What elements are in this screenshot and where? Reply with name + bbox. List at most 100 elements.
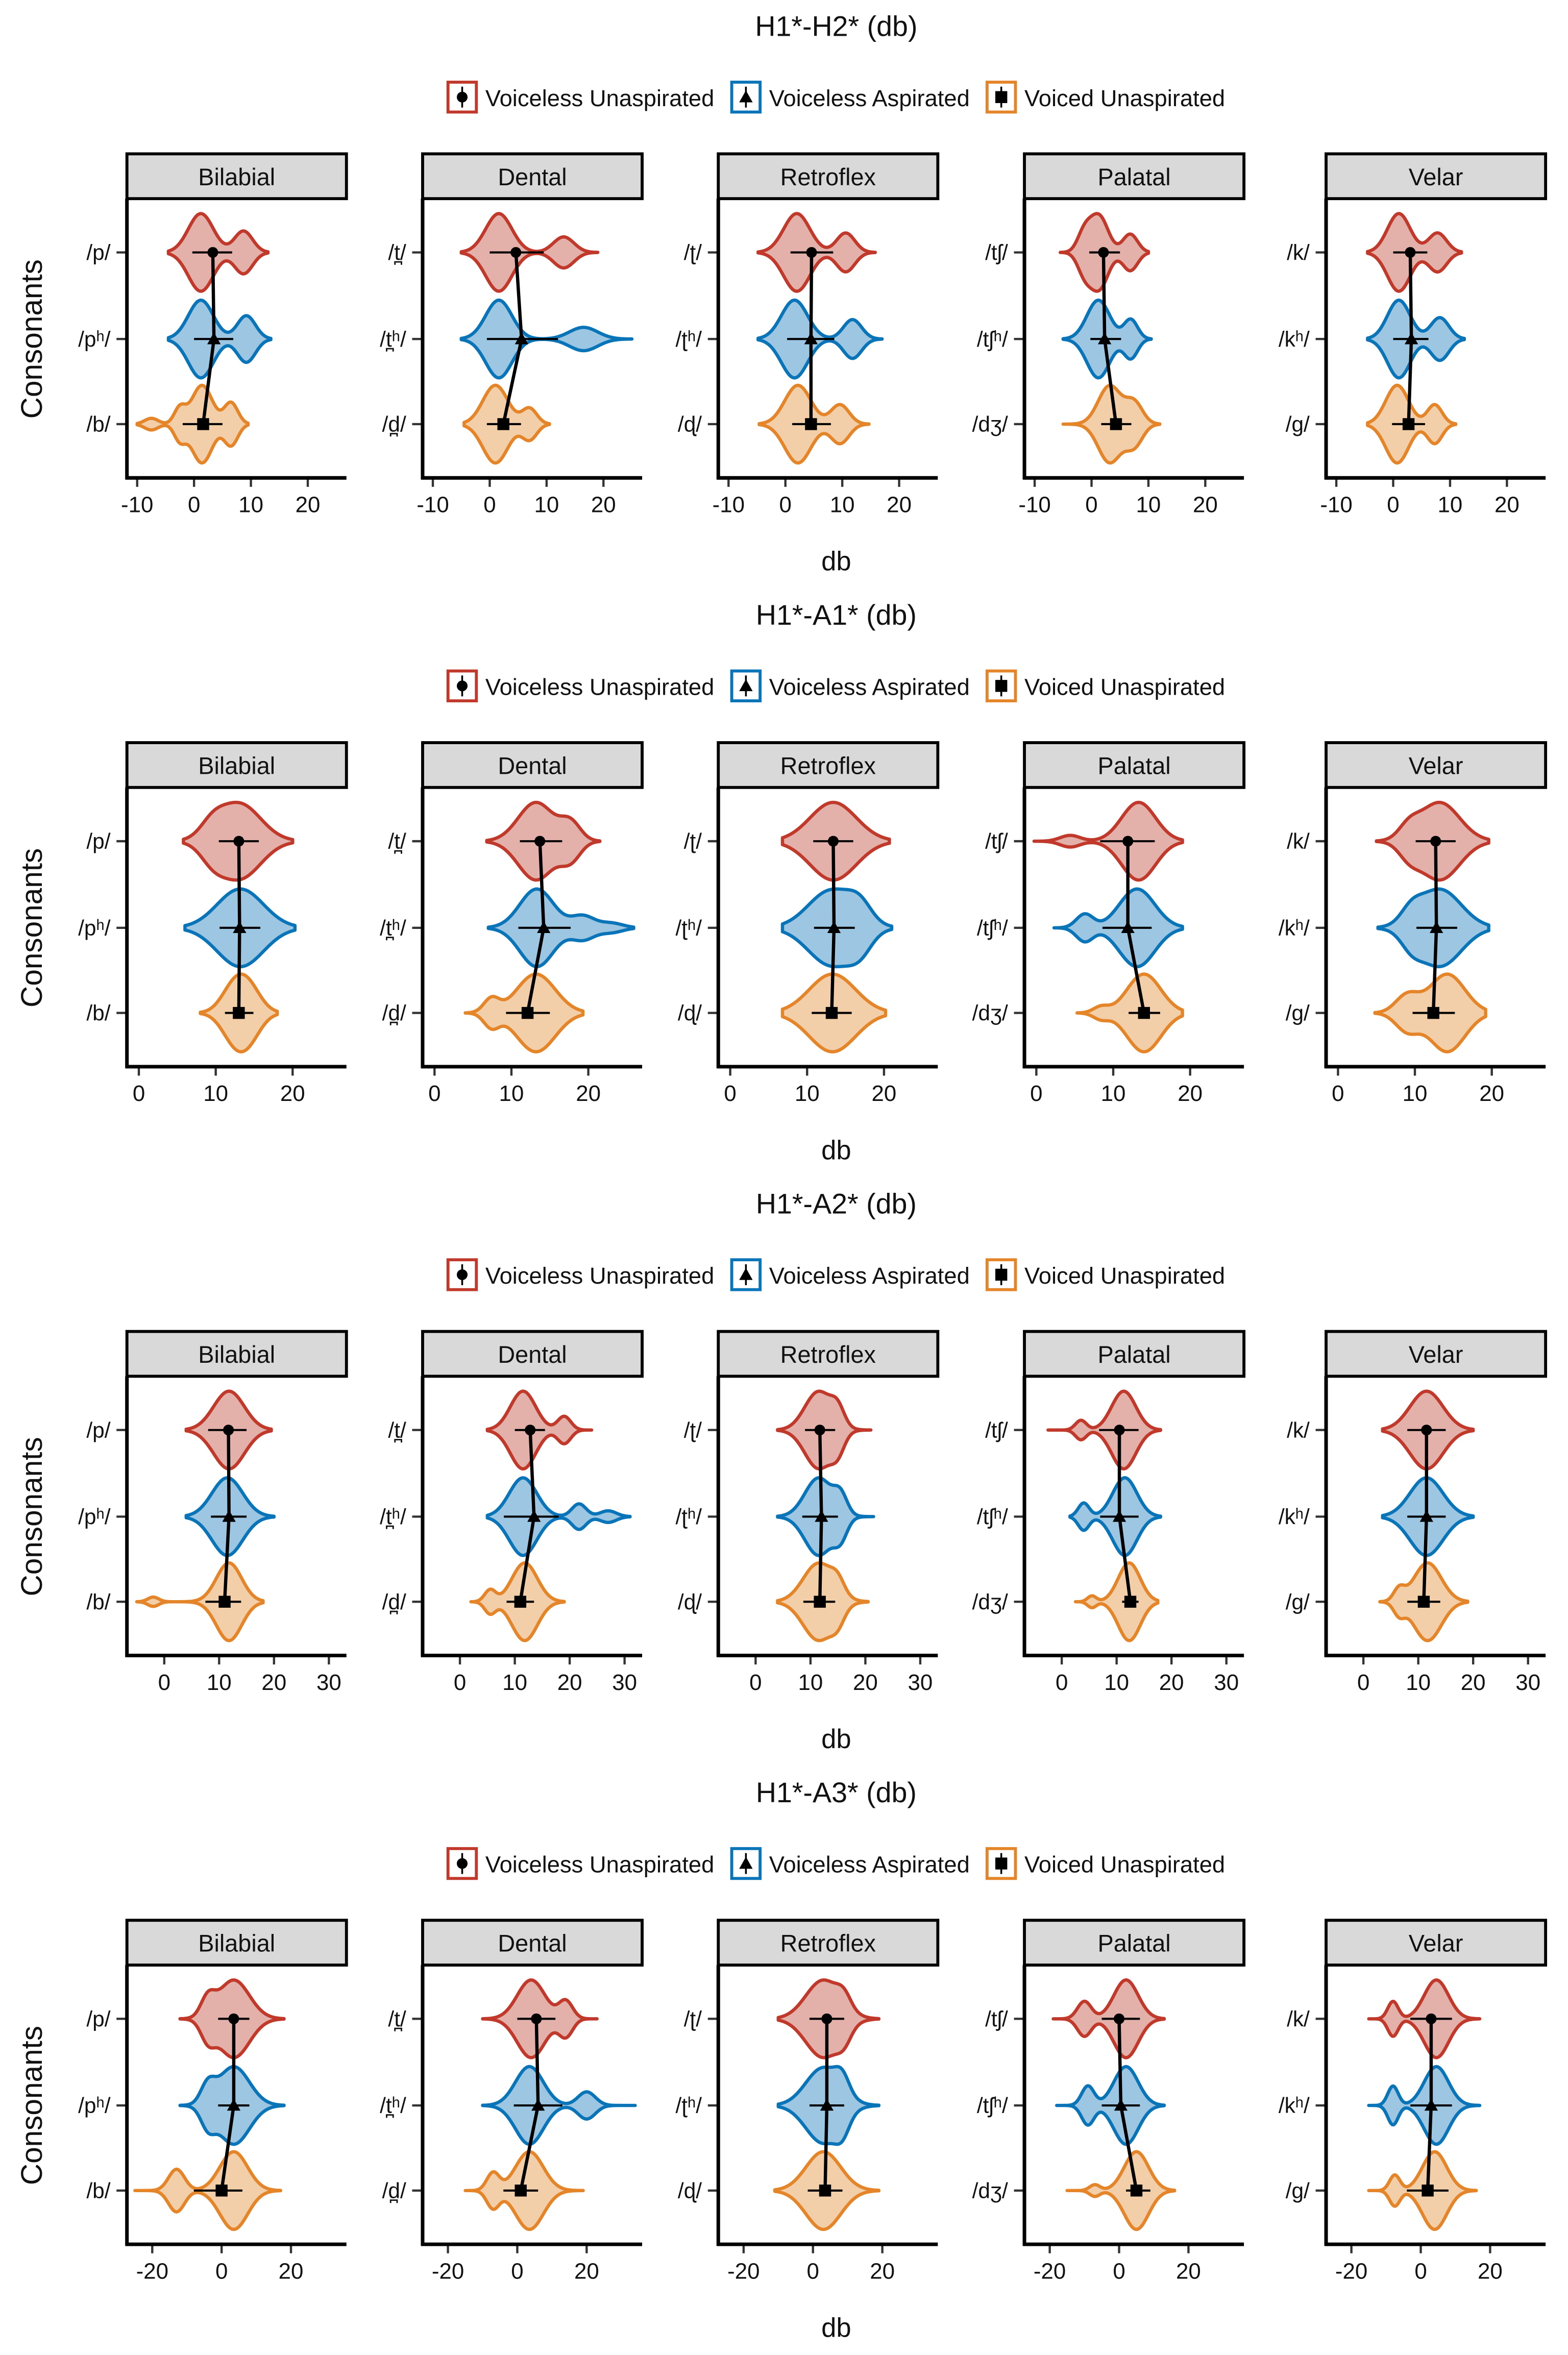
consonant-group: /b/ bbox=[86, 383, 250, 465]
x-tick-label: 20 bbox=[279, 2259, 304, 2284]
consonant-group: /p/ bbox=[86, 212, 270, 293]
consonant-group: /t̪/ bbox=[388, 212, 600, 293]
y-tick-label: /dʒ/ bbox=[972, 1001, 1008, 1025]
facet-panel: Dental 0 10 20 30/t̪/ /t̪ʰ/ /d̪/ bbox=[380, 1330, 644, 1695]
x-axis-title: db bbox=[821, 2313, 851, 2343]
y-tick-label: /t̪ʰ/ bbox=[380, 2094, 406, 2118]
y-tick-label: /ʈʰ/ bbox=[675, 327, 702, 351]
chart-section: H1*-A3* (db) Voiceless Unaspirated Voicele… bbox=[15, 1777, 1548, 2343]
violin bbox=[1065, 2150, 1177, 2231]
consonant-group: /pʰ/ bbox=[78, 1476, 276, 1557]
violin bbox=[135, 1561, 265, 1642]
mean-marker bbox=[1422, 2185, 1434, 2197]
chart-section: H1*-A2* (db) Voiceless Unaspirated Voicele… bbox=[15, 1188, 1548, 1754]
y-tick-label: /ʈʰ/ bbox=[675, 916, 702, 940]
consonant-group: /ʈ/ bbox=[684, 1389, 873, 1471]
consonant-group: /k/ bbox=[1287, 212, 1463, 293]
consonant-group: /tʃ/ bbox=[985, 212, 1150, 293]
legend-item: Voiceless Unaspirated bbox=[446, 1847, 714, 1880]
facet-label: Retroflex bbox=[780, 1930, 876, 1957]
y-tick-label: /g/ bbox=[1286, 1590, 1310, 1614]
mean-marker bbox=[233, 836, 244, 847]
mean-marker bbox=[1114, 2098, 1128, 2111]
legend-label: Voiceless Aspirated bbox=[769, 1263, 970, 1289]
mean-marker bbox=[497, 418, 509, 430]
x-tick-label: 20 bbox=[871, 1081, 896, 1106]
mean-marker bbox=[814, 1596, 826, 1608]
x-tick-label: 0 bbox=[511, 2259, 523, 2284]
y-tick-label: /tʃ/ bbox=[985, 829, 1008, 853]
y-tick-label: /g/ bbox=[1286, 412, 1310, 436]
facet-panel: Retroflex -20 0 20/ʈ/ /ʈʰ/ /ɖ/ bbox=[675, 1919, 940, 2284]
consonant-group: /t̪/ bbox=[388, 1978, 599, 2059]
y-tick-label: /pʰ/ bbox=[78, 916, 111, 940]
facet-label: Bilabial bbox=[198, 164, 275, 190]
x-tick-label: 10 bbox=[1403, 1081, 1428, 1106]
x-tick-label: 10 bbox=[502, 1670, 527, 1695]
facet-label: Velar bbox=[1409, 1341, 1463, 1368]
consonant-group: /tʃʰ/ bbox=[977, 1476, 1162, 1557]
y-tick-label: /dʒ/ bbox=[972, 1590, 1008, 1614]
consonant-group: /tʃʰ/ bbox=[977, 298, 1153, 380]
consonant-group: /t̪/ bbox=[388, 800, 602, 882]
legend-label: Voiced Unaspirated bbox=[1024, 674, 1225, 700]
x-tick-label: 10 bbox=[1101, 1081, 1126, 1106]
mean-marker bbox=[1112, 1510, 1126, 1522]
mean-marker bbox=[534, 836, 546, 847]
legend-item: Voiceless Unaspirated bbox=[446, 669, 714, 703]
consonant-group: /kʰ/ bbox=[1279, 1476, 1475, 1557]
facet-panel: Velar 0 10 20 30/k/ /kʰ/ /g/ bbox=[1279, 1330, 1548, 1695]
legend-marker-triangle bbox=[739, 679, 753, 692]
legend-marker-circle bbox=[456, 1269, 468, 1280]
legend-marker-circle bbox=[456, 1858, 468, 1869]
consonant-group: /pʰ/ bbox=[78, 298, 273, 380]
facet-label: Palatal bbox=[1098, 1930, 1171, 1957]
mean-marker bbox=[1426, 2013, 1437, 2024]
y-tick-label: /dʒ/ bbox=[972, 2178, 1008, 2202]
y-axis-title: Consonants bbox=[15, 2026, 48, 2185]
facet-panel: Dental -10 0 10 20/t̪/ /t̪ʰ/ /d̪/ bbox=[380, 152, 644, 518]
y-tick-label: /kʰ/ bbox=[1279, 2094, 1310, 2118]
facet-strip bbox=[717, 152, 940, 201]
x-tick-label: 10 bbox=[1136, 493, 1161, 518]
x-tick-label: 10 bbox=[795, 1081, 820, 1106]
x-tick-label: -20 bbox=[432, 2259, 464, 2284]
facet-strip bbox=[1325, 1330, 1548, 1378]
mean-marker bbox=[1122, 836, 1134, 847]
facet-strip bbox=[1023, 1330, 1246, 1378]
x-tick-label: -20 bbox=[1034, 2259, 1066, 2284]
y-tick-label: /ʈʰ/ bbox=[675, 2094, 702, 2118]
facet-panel: Velar 0 10 20/k/ /kʰ/ /g/ bbox=[1279, 741, 1548, 1106]
mean-marker bbox=[805, 418, 817, 430]
x-tick-label: 10 bbox=[203, 1081, 228, 1106]
facet-panel: Retroflex -10 0 10 20/ʈ/ /ʈʰ/ /ɖ/ bbox=[675, 152, 940, 518]
facet-label: Palatal bbox=[1098, 752, 1171, 779]
x-tick-label: 10 bbox=[499, 1081, 524, 1106]
x-tick-label: 30 bbox=[612, 1670, 637, 1695]
mean-marker bbox=[1130, 2185, 1143, 2197]
consonant-group: /t̪ʰ/ bbox=[380, 298, 634, 380]
x-tick-label: 20 bbox=[280, 1081, 305, 1106]
y-tick-label: /pʰ/ bbox=[78, 1505, 111, 1529]
mean-marker bbox=[1138, 1007, 1150, 1019]
facet-strip bbox=[717, 741, 940, 789]
x-tick-label: 30 bbox=[1515, 1670, 1540, 1695]
consonant-group: /tʃ/ bbox=[985, 1389, 1162, 1471]
facet-strip bbox=[421, 1330, 644, 1378]
y-tick-label: /pʰ/ bbox=[78, 327, 111, 351]
consonant-group: /ʈ/ bbox=[684, 1978, 881, 2059]
facet-strip bbox=[125, 152, 348, 201]
mean-marker bbox=[1405, 247, 1416, 258]
consonant-group: /kʰ/ bbox=[1279, 887, 1490, 969]
mean-marker bbox=[821, 2013, 832, 2024]
mean-marker bbox=[525, 1425, 536, 1436]
facet-panel: Bilabial -10 0 10 20/p/ /pʰ/ /b/ bbox=[78, 152, 348, 518]
consonant-group: /dʒ/ bbox=[972, 2150, 1177, 2231]
y-tick-label: /ɖ/ bbox=[678, 412, 702, 436]
x-tick-label: 20 bbox=[1478, 2259, 1503, 2284]
x-tick-label: 10 bbox=[1104, 1670, 1129, 1695]
x-tick-label: 0 bbox=[483, 493, 496, 518]
facet-panel: Velar -20 0 20/k/ /kʰ/ /g/ bbox=[1279, 1919, 1548, 2284]
consonant-group: /b/ bbox=[86, 2150, 282, 2231]
